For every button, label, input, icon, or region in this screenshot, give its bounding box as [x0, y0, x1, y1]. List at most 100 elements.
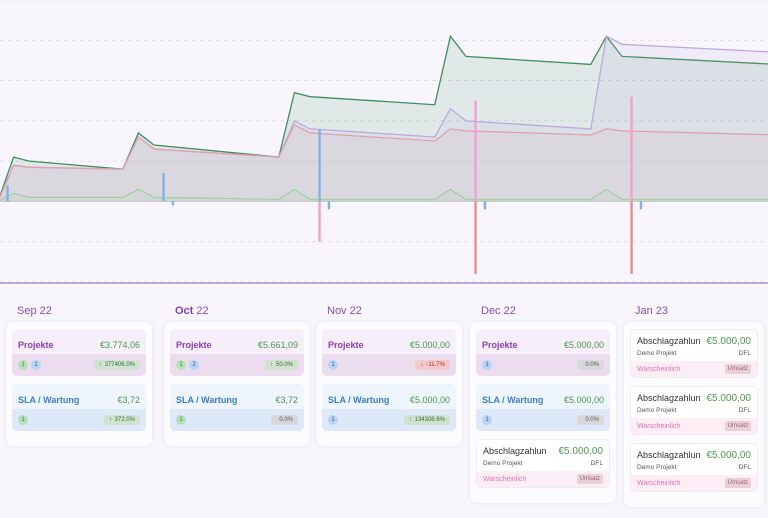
entry-amount: €5.000,00: [706, 450, 752, 461]
series-area: [0, 36, 768, 202]
spike-bar: [639, 201, 643, 210]
sla-category[interactable]: SLA / Wartung €3,72 1 ↑ 372.0%: [12, 384, 146, 431]
count-badge[interactable]: 1: [18, 415, 28, 425]
sla-category[interactable]: SLA / Wartung €3,72 1 0.0%: [170, 384, 304, 431]
spike-bar: [630, 96, 633, 202]
sla-category[interactable]: SLA / Wartung €5.000,00 1 0.0%: [476, 384, 610, 431]
entry-project: Demo Projekt: [637, 464, 677, 471]
category-amount: €5.000,00: [409, 339, 450, 350]
category-amount: €5.000,00: [563, 339, 604, 350]
month-column: Projekte €5.000,00 1 0.0% SLA / Wartung €5.00…: [470, 322, 616, 503]
change-value: 377406.0%: [104, 362, 135, 368]
change-badge: ↑ 372.0%: [103, 415, 140, 425]
entry-amount: €5.000,00: [706, 336, 752, 347]
category-amount: €5.000,00: [563, 394, 604, 405]
projekte-category[interactable]: Projekte €5.000,00 1 0.0%: [476, 329, 610, 376]
series-area: [0, 36, 768, 202]
category-amount: €5.661,09: [257, 339, 298, 350]
category-label: Projekte: [482, 339, 518, 350]
month-name: Dec: [481, 305, 501, 317]
month-column: Projekte €3.774,06 1 1 ↑ 377406.0% SLA / Wartu…: [6, 322, 152, 446]
month-column: Projekte €5.661,09 1 2 ↑ 50.0% SLA / Wartung €3…: [164, 322, 310, 446]
count-badge[interactable]: 1: [482, 415, 492, 425]
category-label: SLA / Wartung: [482, 394, 544, 405]
month-column: Projekte €5.000,00 1 ↓ -11.7% SLA / Wartung €5…: [316, 322, 462, 446]
spike-bar: [318, 128, 321, 202]
arrow-up-icon: ↑: [269, 362, 273, 368]
count-badges: 1: [176, 415, 186, 425]
change-value: 50.0%: [275, 362, 293, 368]
forecast-entry-card[interactable]: Abschlagzahlun €5.000,00 Demo Projekt DFL Wa…: [630, 443, 758, 492]
count-badge[interactable]: 1: [328, 360, 338, 370]
arrow-up-icon: ↑: [408, 417, 412, 423]
series-line: [0, 188, 768, 202]
month-column: Abschlagzahlun €5.000,00 Demo Projekt DFL Wa…: [624, 322, 764, 507]
month-name: Nov: [327, 305, 347, 317]
series-line: [0, 124, 768, 199]
month-header: Jan 23: [635, 305, 668, 317]
count-badge[interactable]: 2: [189, 360, 199, 370]
spike-bar: [474, 100, 477, 202]
projekte-category[interactable]: Projekte €5.661,09 1 2 ↑ 50.0%: [170, 329, 304, 376]
entry-code: DFL: [738, 350, 751, 357]
month-header: Dec 22: [481, 305, 516, 317]
forecast-entry-card[interactable]: Abschlagzahlun €5.000,00 Demo Projekt DFL Wa…: [476, 439, 610, 488]
entry-title: Abschlagzahlun: [637, 450, 701, 460]
count-badge[interactable]: 1: [482, 360, 492, 370]
entry-amount: €5.000,00: [706, 393, 752, 404]
month-header: Nov 22: [327, 305, 362, 317]
month-name: Jan: [635, 305, 653, 317]
category-label: Projekte: [328, 339, 364, 350]
month-header: Sep 22: [17, 305, 52, 317]
count-badge[interactable]: 1: [328, 415, 338, 425]
month-name: Oct: [175, 305, 194, 317]
month-year: 23: [655, 305, 669, 317]
category-amount: €3.774,06: [99, 339, 140, 350]
count-badge[interactable]: 1: [31, 360, 41, 370]
forecast-entry-card[interactable]: Abschlagzahlun €5.000,00 Demo Projekt DFL Wa…: [630, 386, 758, 435]
count-badges: 1: [18, 415, 28, 425]
change-badge: ↑ 377406.0%: [93, 360, 140, 370]
count-badge[interactable]: 1: [18, 360, 28, 370]
entry-amount: €5.000,00: [558, 446, 604, 457]
entry-project: Demo Projekt: [483, 460, 523, 467]
count-badge[interactable]: 1: [176, 360, 186, 370]
entry-tag: Umsatz: [724, 364, 751, 374]
entry-tag: Umsatz: [724, 421, 751, 431]
count-badges: 1: [482, 360, 492, 370]
spike-bar: [630, 201, 633, 274]
change-value: 0.0%: [279, 417, 293, 423]
entry-title: Abschlagzahlun: [637, 393, 701, 403]
category-amount: €3,72: [275, 394, 298, 405]
spike-bar: [483, 201, 487, 210]
entry-title: Abschlagzahlun: [483, 446, 547, 456]
arrow-down-icon: ↓: [420, 362, 424, 368]
spike-bar: [327, 201, 331, 210]
series-line: [0, 34, 768, 198]
count-badge[interactable]: 1: [176, 415, 186, 425]
category-label: Projekte: [176, 339, 212, 350]
change-value: -11.7%: [426, 362, 445, 368]
entry-code: DFL: [738, 407, 751, 414]
projekte-category[interactable]: Projekte €5.000,00 1 ↓ -11.7%: [322, 329, 456, 376]
category-label: SLA / Wartung: [18, 394, 80, 405]
entry-status: Warscheinlich: [637, 422, 681, 430]
entry-code: DFL: [738, 464, 751, 471]
change-value: 0.0%: [585, 362, 599, 368]
entry-code: DFL: [590, 460, 603, 467]
arrow-up-icon: ↑: [98, 362, 102, 368]
change-value: 134308.6%: [414, 417, 445, 423]
forecast-entry-card[interactable]: Abschlagzahlun €5.000,00 Demo Projekt DFL Wa…: [630, 329, 758, 378]
projekte-category[interactable]: Projekte €3.774,06 1 1 ↑ 377406.0%: [12, 329, 146, 376]
category-label: SLA / Wartung: [176, 394, 238, 405]
change-badge: 0.0%: [577, 415, 604, 425]
month-year: 22: [196, 305, 209, 317]
entry-title: Abschlagzahlun: [637, 336, 701, 346]
change-badge: 0.0%: [271, 415, 298, 425]
sla-category[interactable]: SLA / Wartung €5.000,00 1 ↑ 134308.6%: [322, 384, 456, 431]
series-area: [0, 124, 768, 202]
spike-bar: [474, 201, 477, 274]
month-header: Oct 22: [175, 305, 209, 317]
